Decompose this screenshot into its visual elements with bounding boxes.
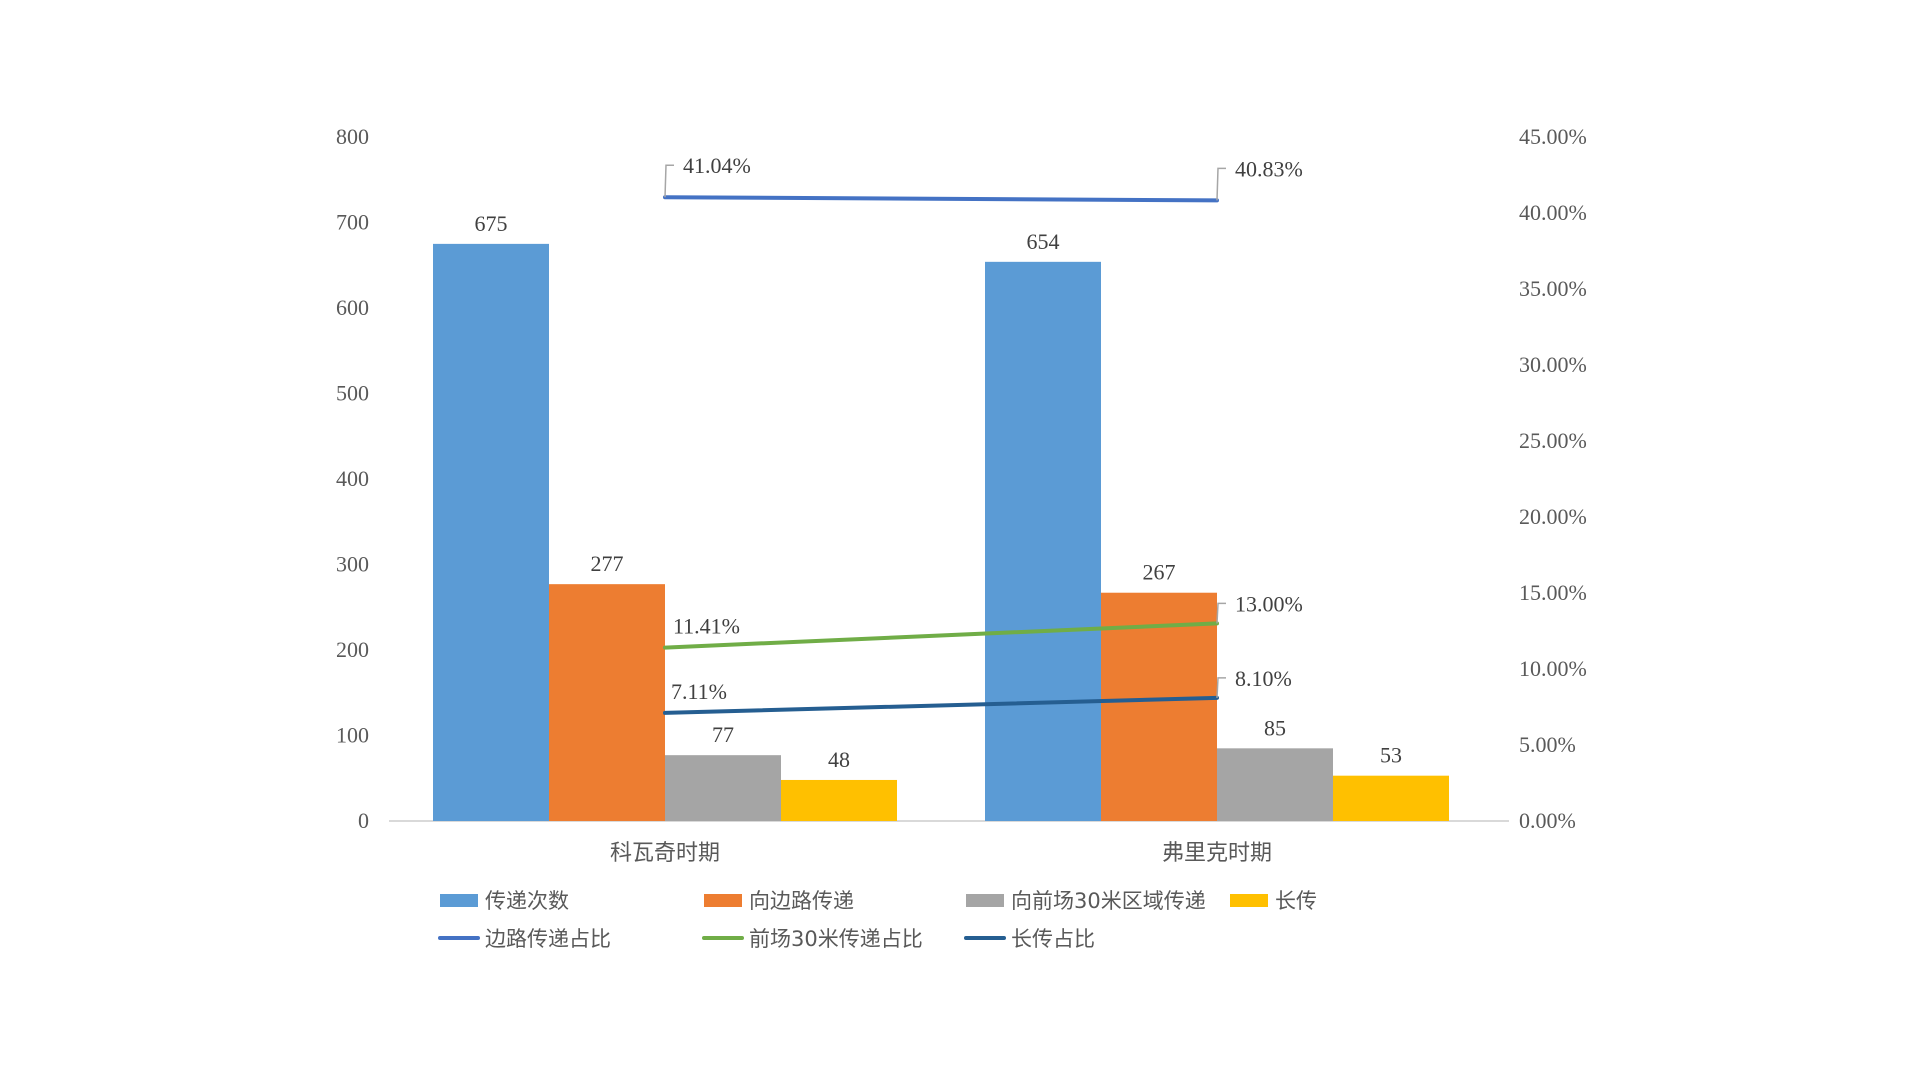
legend-swatch [704, 894, 742, 907]
leader-line [664, 164, 674, 198]
category-label: 弗里克时期 [1162, 841, 1272, 866]
right-tick-label: 40.00% [1519, 200, 1587, 225]
line-series: 41.04% 40.83% 11.41% 13.00% 7.11% 8.10% [663, 153, 1303, 715]
right-tick-label: 20.00% [1519, 504, 1587, 529]
left-tick-label: 500 [336, 381, 369, 406]
leader-line [1216, 677, 1226, 698]
line-value-label: 13.00% [1235, 591, 1303, 616]
left-y-axis: 0 100 200 300 400 500 600 700 800 [336, 124, 369, 833]
right-tick-label: 45.00% [1519, 124, 1587, 149]
bar [665, 755, 781, 821]
bar [781, 779, 897, 821]
line-value-label: 8.10% [1235, 666, 1292, 691]
category-label: 科瓦奇时期 [610, 841, 720, 866]
bar-value-label: 77 [712, 722, 734, 747]
left-tick-label: 300 [336, 552, 369, 577]
right-tick-label: 25.00% [1519, 428, 1587, 453]
bar-value-label: 267 [1143, 560, 1176, 585]
bar-value-label: 675 [475, 211, 508, 236]
bar [1101, 592, 1217, 821]
leader-line [1216, 602, 1226, 624]
left-tick-label: 800 [336, 124, 369, 149]
line-value-label: 40.83% [1235, 156, 1303, 181]
left-tick-label: 600 [336, 295, 369, 320]
line-value-label: 41.04% [683, 153, 751, 178]
bar-value-label: 654 [1027, 229, 1060, 254]
line-series-path [663, 695, 1219, 715]
legend-swatch [966, 894, 1004, 907]
bar [433, 243, 549, 821]
legend-label: 边路传递占比 [485, 927, 611, 951]
bar [1217, 748, 1333, 821]
left-tick-label: 400 [336, 466, 369, 491]
right-tick-label: 0.00% [1519, 808, 1576, 833]
bar-series: 675 277 77 48 654 267 85 53 [433, 211, 1449, 822]
bar [985, 261, 1101, 822]
left-tick-label: 100 [336, 723, 369, 748]
right-tick-label: 10.00% [1519, 656, 1587, 681]
bar-value-label: 53 [1380, 743, 1402, 768]
left-tick-label: 0 [358, 808, 369, 833]
right-tick-label: 15.00% [1519, 580, 1587, 605]
legend-label: 向边路传递 [749, 889, 854, 913]
legend-label: 前场30米传递占比 [749, 927, 923, 951]
right-tick-label: 5.00% [1519, 732, 1576, 757]
bar-value-label: 48 [828, 747, 850, 772]
legend-label: 长传占比 [1011, 927, 1095, 951]
category-axis: 科瓦奇时期 弗里克时期 [610, 841, 1272, 866]
right-y-axis: 0.00% 5.00% 10.00% 15.00% 20.00% 25.00% 30.00%… [1519, 124, 1587, 833]
line-series-path [663, 621, 1219, 650]
legend-label: 传递次数 [485, 889, 569, 913]
bar [1333, 775, 1449, 821]
legend-label: 向前场30米区域传递 [1011, 889, 1206, 913]
line-value-label: 11.41% [673, 614, 740, 639]
left-tick-label: 200 [336, 637, 369, 662]
legend-label: 长传 [1275, 889, 1317, 913]
legend-swatch [1230, 894, 1268, 907]
bar-value-label: 277 [591, 551, 624, 576]
right-tick-label: 35.00% [1519, 276, 1587, 301]
legend-swatch [440, 894, 478, 907]
line-series-path [663, 195, 1219, 203]
line-value-label: 7.11% [671, 679, 727, 704]
right-tick-label: 30.00% [1519, 352, 1587, 377]
leader-line [1216, 167, 1226, 201]
left-tick-label: 700 [336, 210, 369, 235]
bar-value-label: 85 [1264, 715, 1286, 740]
bar [549, 584, 665, 821]
